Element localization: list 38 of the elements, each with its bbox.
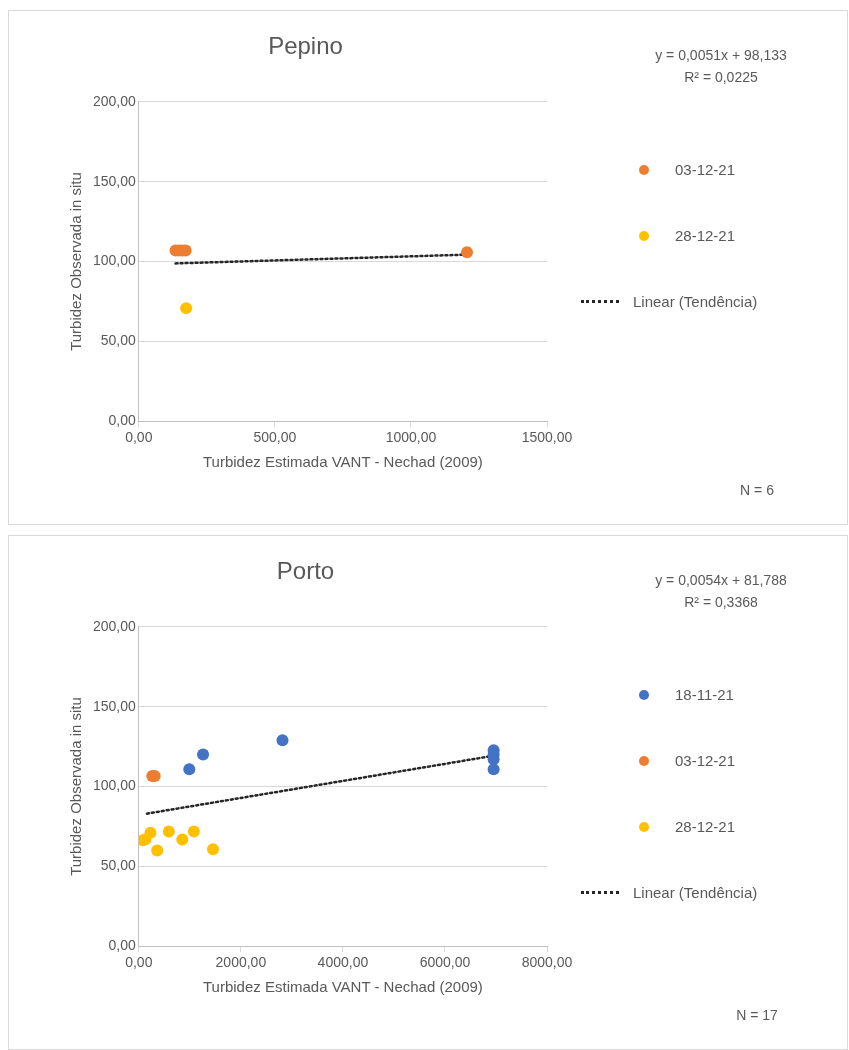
y-tick-label: 50,00 xyxy=(100,857,137,874)
x-axis-title: Turbidez Estimada VANT - Nechad (2009) xyxy=(202,453,483,471)
y-tick-label: 150,00 xyxy=(92,697,137,714)
text: y = 0,0051x + 98,133 xyxy=(655,46,787,63)
y-tick-label: 0,00 xyxy=(108,412,137,429)
text: N = 6 xyxy=(740,481,775,498)
legend-label: 28-12-21 xyxy=(675,227,736,244)
x-tick-label: 1000,00 xyxy=(385,429,437,446)
legend-label: Linear (Tendência) xyxy=(633,884,758,901)
legend-label: Linear (Tendência) xyxy=(633,293,758,310)
legend-label: 03-12-21 xyxy=(675,161,736,178)
x-tick-label: 6000,00 xyxy=(419,954,471,971)
chart-title: Porto xyxy=(276,557,335,585)
y-axis-title: Turbidez Observada in situ xyxy=(67,172,85,351)
x-tick-label: 0,00 xyxy=(125,954,153,971)
y-tick-label: 150,00 xyxy=(92,172,137,189)
x-tick-label: 0,00 xyxy=(125,429,153,446)
y-tick-label: 100,00 xyxy=(92,777,137,794)
y-tick-label: 200,00 xyxy=(92,92,137,109)
x-tick-label: 4000,00 xyxy=(317,954,369,971)
x-tick-label: 1500,00 xyxy=(521,429,573,446)
y-axis-title: Turbidez Observada in situ xyxy=(67,697,85,876)
x-axis-title: Turbidez Estimada VANT - Nechad (2009) xyxy=(202,978,483,996)
legend-label: 03-12-21 xyxy=(675,752,736,769)
x-tick-label: 8000,00 xyxy=(521,954,573,971)
x-tick-label: 2000,00 xyxy=(215,954,267,971)
text: N = 17 xyxy=(736,1006,779,1023)
text: y = 0,0054x + 81,788 xyxy=(655,571,787,588)
x-tick-label: 500,00 xyxy=(253,429,297,446)
legend-label: 28-12-21 xyxy=(675,818,736,835)
chart-title: Pepino xyxy=(268,32,343,60)
y-tick-label: 100,00 xyxy=(92,252,137,269)
text: R² = 0,3368 xyxy=(684,593,758,610)
y-tick-label: 0,00 xyxy=(108,937,137,954)
text: R² = 0,0225 xyxy=(684,68,758,85)
y-tick-label: 200,00 xyxy=(92,617,137,634)
legend-label: 18-11-21 xyxy=(675,686,734,703)
y-tick-label: 50,00 xyxy=(100,332,137,349)
